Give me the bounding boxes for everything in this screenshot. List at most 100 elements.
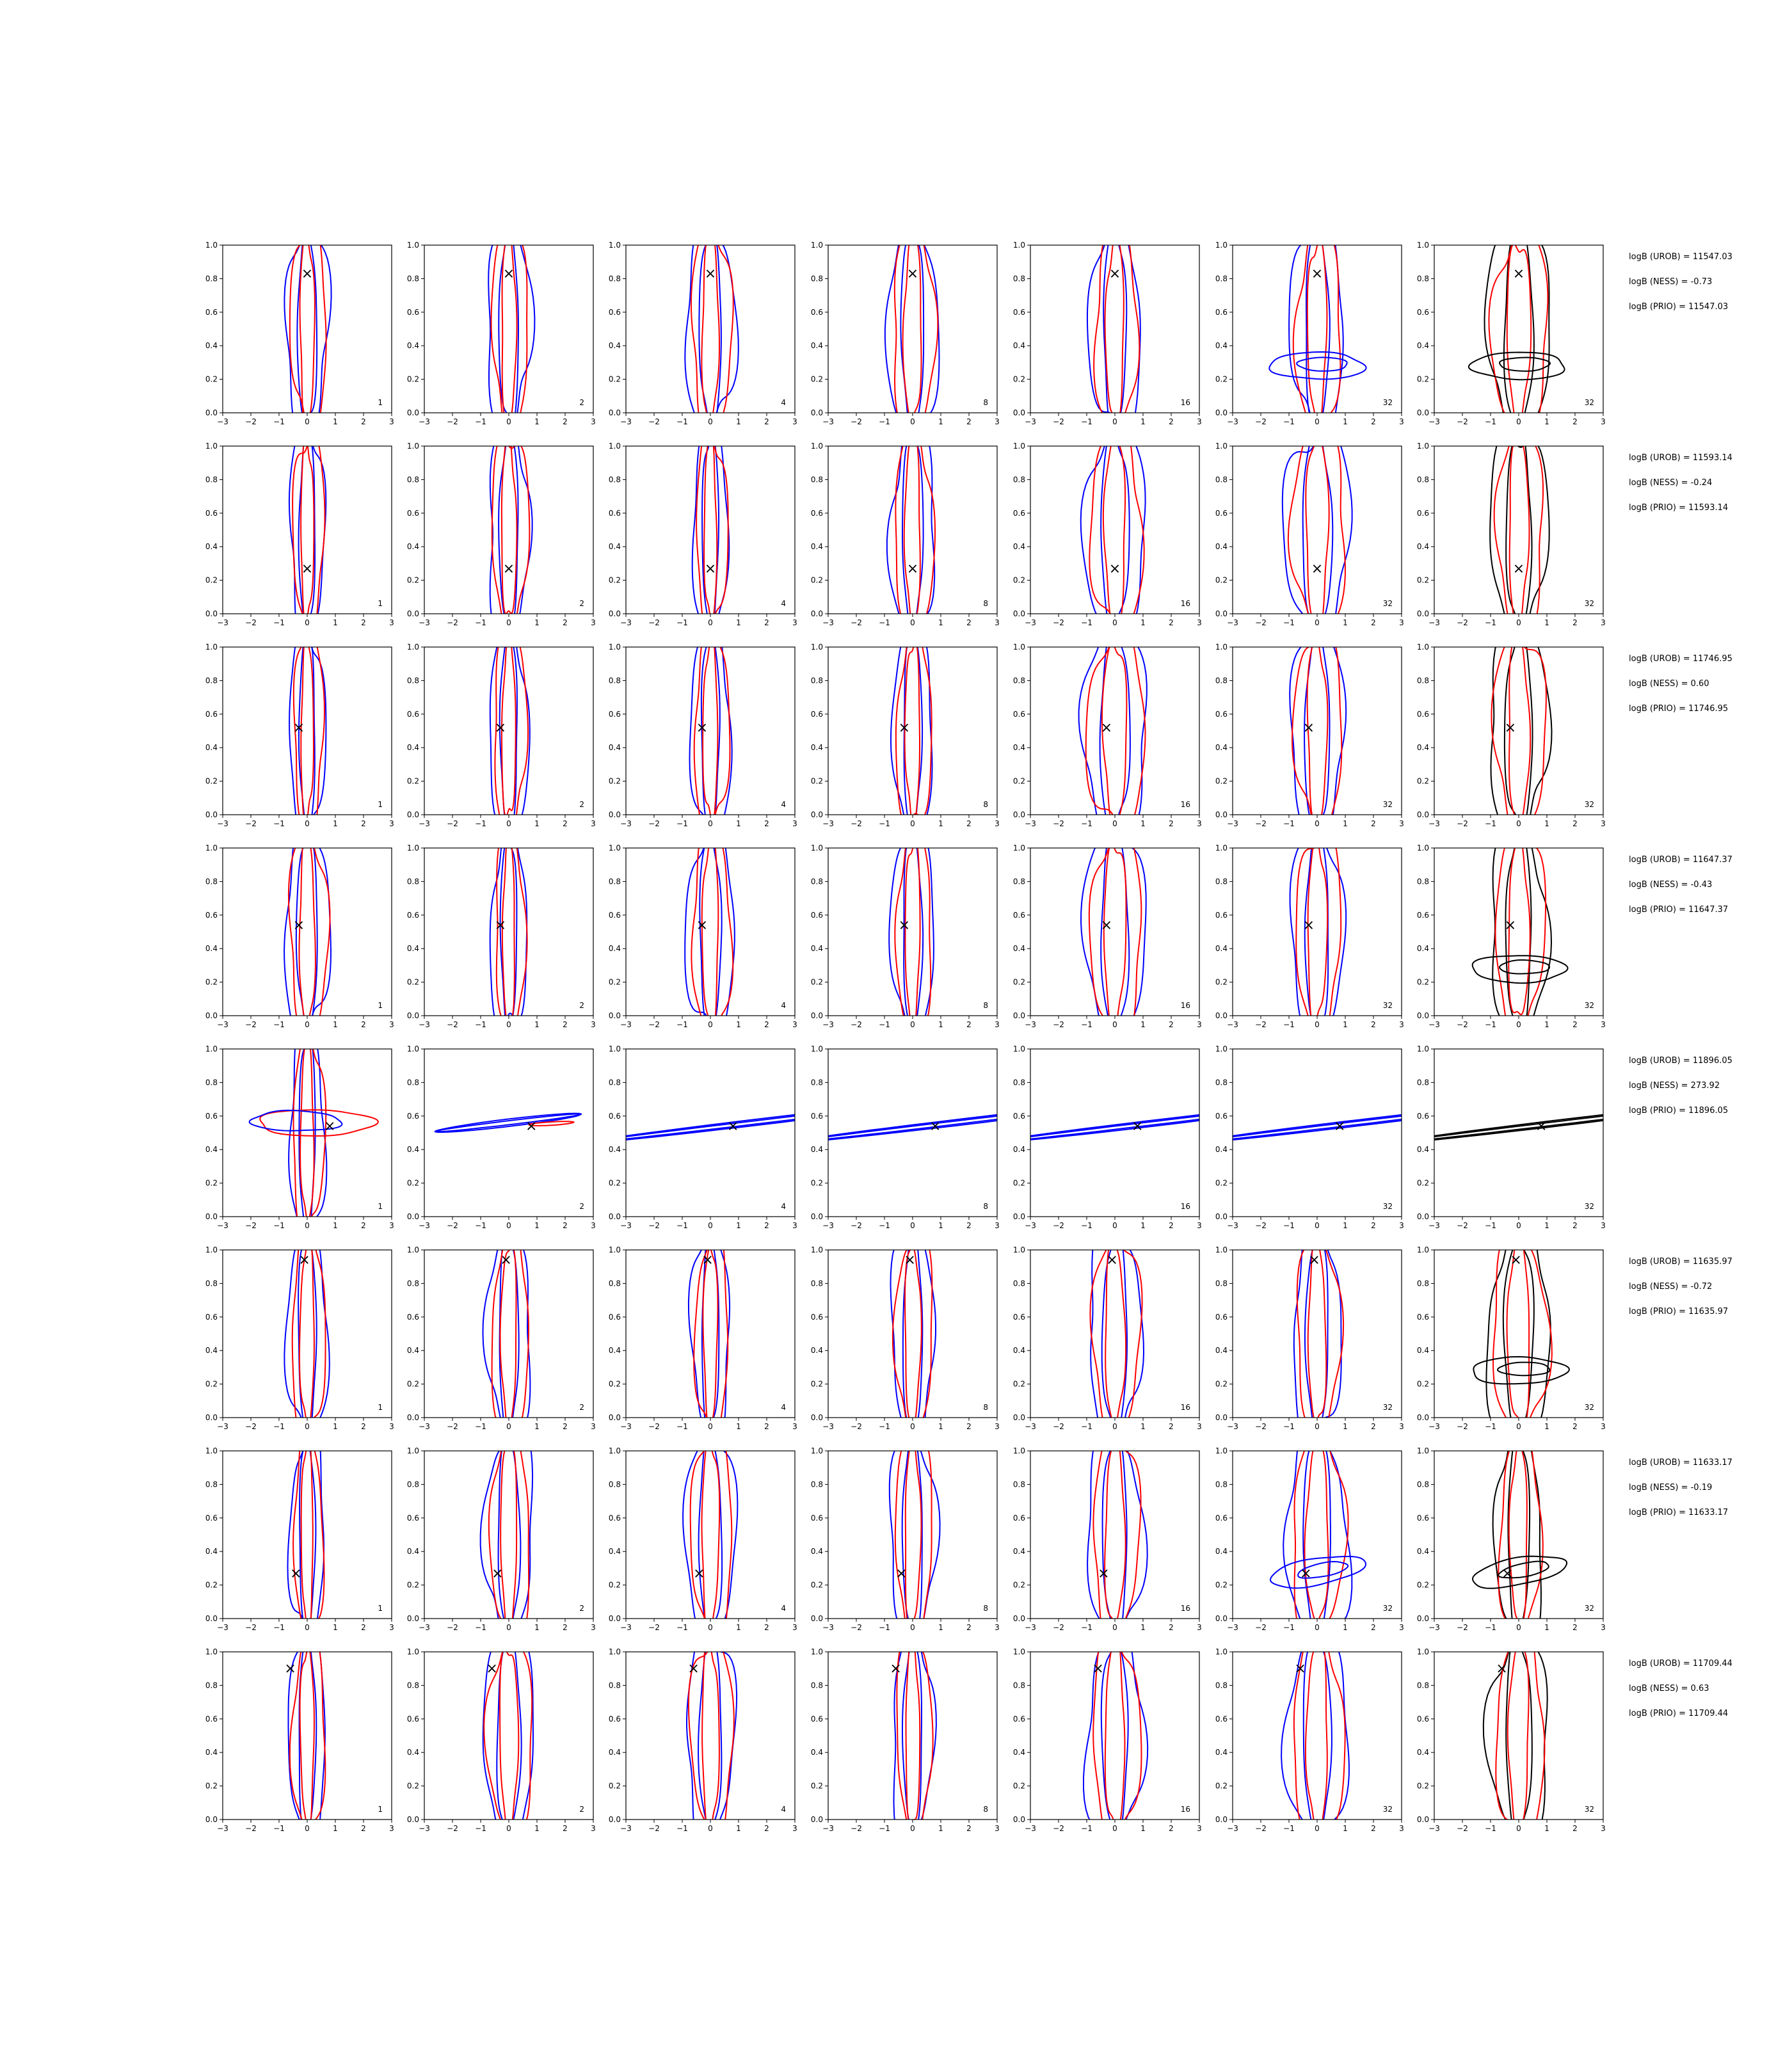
panel-r2-c5: −3 −2 −1 0 1 2 3 0.0 0.2 0.4 0.6 0.8 1.0 × 16: [1013, 442, 1202, 627]
contour-lines: [289, 647, 327, 815]
x-tick-label: 1: [534, 1623, 540, 1632]
truth-marker: ×: [290, 1565, 301, 1581]
x-tick-label: −3: [1428, 1221, 1440, 1230]
contour-lines: [489, 446, 533, 614]
contour-lines: [682, 1451, 739, 1619]
contour-line: [482, 1652, 534, 1820]
contour-lines: [1471, 848, 1569, 1016]
x-tick-label: −3: [1428, 1623, 1440, 1632]
x-tick-label: 0: [1315, 1623, 1320, 1632]
y-tick-label: 0.6: [609, 911, 621, 920]
x-tick-label: 2: [764, 417, 769, 426]
x-tick-label: 3: [1601, 618, 1606, 627]
x-tick-label: 3: [995, 819, 1000, 828]
x-tick-label: −2: [648, 819, 660, 828]
panel-label: 1: [378, 1805, 383, 1814]
x-tick-label: 2: [361, 1221, 366, 1230]
truth-marker: ×: [284, 1661, 296, 1677]
x-tick-label: −3: [217, 1221, 228, 1230]
contour-line: [284, 245, 332, 413]
x-tick-label: −1: [879, 417, 890, 426]
contour-lines: [1482, 1652, 1548, 1820]
contour-line: [288, 1049, 328, 1217]
contour-line: [491, 446, 531, 614]
contour-line: [1302, 446, 1334, 614]
truth-marker: ×: [1092, 1661, 1103, 1677]
y-tick-label: 0.2: [811, 978, 823, 987]
x-tick-label: 3: [1601, 1824, 1606, 1833]
y-tick-label: 0.0: [609, 609, 621, 618]
x-tick-label: 3: [792, 1020, 797, 1029]
logb-stat: logB (NESS) = -0.72: [1629, 1282, 1712, 1292]
x-tick-label: −2: [851, 819, 862, 828]
x-tick-label: 1: [1140, 1824, 1146, 1833]
contour-line: [693, 1250, 729, 1418]
y-tick-label: 0.0: [1013, 1614, 1025, 1623]
x-tick-label: 1: [534, 417, 540, 426]
y-tick-label: 0.4: [1215, 1748, 1228, 1757]
y-tick-label: 0.6: [609, 1715, 621, 1724]
contour-line: [1304, 1652, 1328, 1820]
x-tick-label: −1: [1283, 1020, 1295, 1029]
x-tick-label: 0: [506, 1422, 511, 1431]
x-tick-label: −1: [1485, 819, 1496, 828]
y-tick-label: 0.6: [205, 1715, 218, 1724]
x-tick-label: 2: [1169, 417, 1174, 426]
truth-marker: ×: [1501, 1565, 1513, 1581]
contour-line: [1293, 1250, 1342, 1418]
y-tick-label: 0.8: [1417, 1681, 1429, 1690]
y-tick-label: 0.2: [609, 375, 621, 384]
y-tick-label: 0.2: [205, 1179, 218, 1188]
x-tick-label: 2: [361, 1623, 366, 1632]
x-tick-label: 3: [1399, 417, 1404, 426]
panel-label: 16: [1181, 1805, 1190, 1814]
x-tick-label: 0: [1112, 819, 1117, 828]
contour-line: [1508, 446, 1530, 614]
y-tick-label: 0.8: [407, 1480, 419, 1489]
y-tick-label: 0.2: [1417, 1782, 1429, 1791]
y-tick-label: 0.6: [1417, 911, 1429, 920]
contour-line: [1492, 1250, 1553, 1418]
y-tick-label: 0.2: [811, 1782, 823, 1791]
x-tick-label: 1: [1343, 1824, 1348, 1833]
contour-line: [904, 1451, 922, 1619]
x-tick-label: −3: [620, 1221, 632, 1230]
panel-label: 2: [579, 599, 584, 608]
y-tick-label: 1.0: [407, 844, 419, 852]
y-tick-label: 0.2: [811, 375, 823, 384]
truth-marker: ×: [503, 561, 515, 577]
contour-line: [905, 1652, 921, 1820]
y-tick-label: 0.8: [1013, 1681, 1025, 1690]
x-tick-label: 1: [736, 1623, 741, 1632]
x-tick-label: 3: [1399, 1020, 1404, 1029]
contour-line: [703, 446, 718, 614]
x-tick-label: 3: [389, 417, 394, 426]
x-tick-label: 0: [910, 618, 915, 627]
x-tick-label: 3: [1399, 1824, 1404, 1833]
x-tick-label: 1: [1544, 1020, 1549, 1029]
y-tick-label: 0.2: [1215, 375, 1228, 384]
panel-label: 32: [1383, 599, 1393, 608]
x-tick-label: 0: [506, 1824, 511, 1833]
contour-line: [1494, 848, 1547, 1016]
y-tick-label: 0.4: [811, 341, 823, 350]
panel-r4-c4: −3 −2 −1 0 1 2 3 0.0 0.2 0.4 0.6 0.8 1.0 × 8: [811, 844, 1000, 1029]
x-tick-label: 3: [995, 1221, 1000, 1230]
contour-line: [682, 1451, 739, 1619]
logb-stat: logB (UROB) = 11547.03: [1629, 252, 1732, 262]
truth-marker: ×: [1109, 561, 1121, 577]
axes-frame: [222, 1048, 392, 1217]
x-tick-label: 3: [389, 819, 394, 828]
y-tick-label: 0.6: [609, 710, 621, 719]
x-tick-label: −2: [648, 1824, 660, 1833]
contour-line: [701, 446, 720, 614]
x-tick-label: 1: [534, 819, 540, 828]
x-tick-label: 3: [591, 1020, 596, 1029]
x-tick-label: 1: [333, 819, 338, 828]
y-tick-label: 0.0: [811, 1815, 823, 1824]
axes-frame: [1030, 1651, 1200, 1820]
x-tick-label: −1: [1081, 819, 1092, 828]
y-tick-label: 0.2: [407, 375, 419, 384]
panel-r6-c6: −3 −2 −1 0 1 2 3 0.0 0.2 0.4 0.6 0.8 1.0 × 32: [1215, 1245, 1404, 1431]
